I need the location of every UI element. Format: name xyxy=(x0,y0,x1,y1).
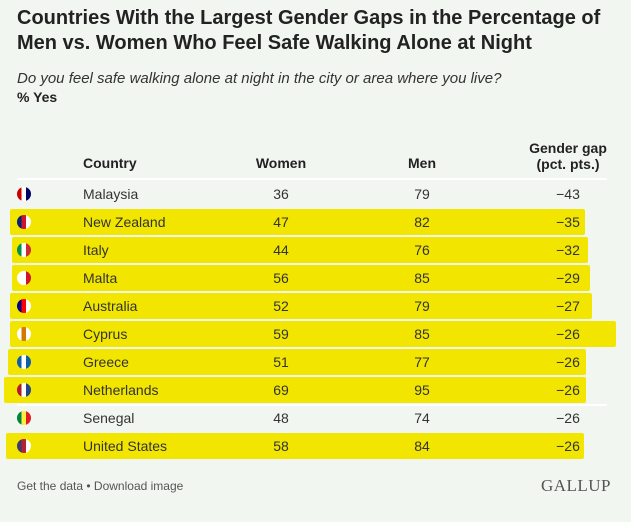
women-value: 56 xyxy=(273,270,289,286)
men-value: 74 xyxy=(414,410,430,426)
flag-icon xyxy=(17,383,31,397)
country-name: Netherlands xyxy=(83,382,159,398)
country-name: Senegal xyxy=(83,410,135,426)
flag-icon xyxy=(17,327,31,341)
table-row: Greece 51 77 −26 xyxy=(0,348,631,376)
get-data-link[interactable]: Get the data xyxy=(17,479,84,493)
highlight-mark xyxy=(10,321,616,347)
women-value: 47 xyxy=(273,214,289,230)
gap-value: −27 xyxy=(556,298,580,314)
highlight-mark xyxy=(12,237,588,263)
women-value: 36 xyxy=(273,186,289,202)
chart-subtitle: Do you feel safe walking alone at night … xyxy=(17,70,502,87)
flag-icon xyxy=(17,439,31,453)
footer-separator: • xyxy=(83,479,94,493)
table-row: Senegal 48 74 −26 xyxy=(0,404,631,432)
header-women: Women xyxy=(255,155,307,171)
table-row: Australia 52 79 −27 xyxy=(0,292,631,320)
men-value: 77 xyxy=(414,354,430,370)
country-name: Italy xyxy=(83,242,109,258)
footer-links: Get the data • Download image xyxy=(17,479,183,493)
table-row: Netherlands 69 95 −26 xyxy=(0,376,631,404)
flag-icon xyxy=(17,271,31,285)
gap-value: −26 xyxy=(556,354,580,370)
gap-value: −26 xyxy=(556,410,580,426)
gap-value: −29 xyxy=(556,270,580,286)
men-value: 85 xyxy=(414,270,430,286)
header-country: Country xyxy=(83,155,137,171)
men-value: 84 xyxy=(414,438,430,454)
men-value: 79 xyxy=(414,186,430,202)
header-gap-line2: (pct. pts.) xyxy=(536,156,600,172)
women-value: 51 xyxy=(273,354,289,370)
table-row: United States 58 84 −26 xyxy=(0,432,631,460)
women-value: 48 xyxy=(273,410,289,426)
highlight-mark xyxy=(10,209,585,235)
flag-icon xyxy=(17,215,31,229)
women-value: 69 xyxy=(273,382,289,398)
men-value: 76 xyxy=(414,242,430,258)
chart-title: Countries With the Largest Gender Gaps i… xyxy=(17,7,601,54)
highlight-mark xyxy=(6,433,584,459)
men-value: 85 xyxy=(414,326,430,342)
highlight-mark xyxy=(4,377,586,403)
women-value: 58 xyxy=(273,438,289,454)
table-row: New Zealand 47 82 −35 xyxy=(0,208,631,236)
country-name: Malta xyxy=(83,270,118,286)
flag-icon xyxy=(17,187,31,201)
men-value: 82 xyxy=(414,214,430,230)
gap-value: −26 xyxy=(556,326,580,342)
flag-icon xyxy=(17,299,31,313)
country-name: New Zealand xyxy=(83,214,166,230)
row-divider xyxy=(17,404,607,406)
gap-value: −26 xyxy=(556,382,580,398)
highlight-mark xyxy=(8,349,586,375)
gap-value: −32 xyxy=(556,242,580,258)
gap-value: −26 xyxy=(556,438,580,454)
gallup-logo: GALLUP xyxy=(540,476,611,495)
country-name: Malaysia xyxy=(83,186,139,202)
country-name: Greece xyxy=(83,354,129,370)
gap-value: −35 xyxy=(556,214,580,230)
header-men: Men xyxy=(408,155,436,171)
table-row: Malaysia 36 79 −43 xyxy=(0,180,631,208)
unit-label: % Yes xyxy=(17,89,58,105)
women-value: 59 xyxy=(273,326,289,342)
men-value: 79 xyxy=(414,298,430,314)
country-name: United States xyxy=(83,438,168,454)
table-row: Italy 44 76 −32 xyxy=(0,236,631,264)
table-row: Malta 56 85 −29 xyxy=(0,264,631,292)
men-value: 95 xyxy=(414,382,430,398)
country-name: Cyprus xyxy=(83,326,128,342)
flag-icon xyxy=(17,243,31,257)
header-gap-line1: Gender gap xyxy=(529,140,607,156)
women-value: 44 xyxy=(273,242,289,258)
download-image-link[interactable]: Download image xyxy=(93,479,184,493)
table-row: Cyprus 59 85 −26 xyxy=(0,320,631,348)
highlight-mark xyxy=(12,265,590,291)
country-name: Australia xyxy=(83,298,138,314)
header-divider xyxy=(17,178,607,180)
gap-value: −43 xyxy=(556,186,580,202)
women-value: 52 xyxy=(273,298,289,314)
flag-icon xyxy=(17,355,31,369)
highlight-mark xyxy=(10,293,592,319)
header-gender-gap: Gender gap (pct. pts.) xyxy=(508,140,628,172)
flag-icon xyxy=(17,411,31,425)
